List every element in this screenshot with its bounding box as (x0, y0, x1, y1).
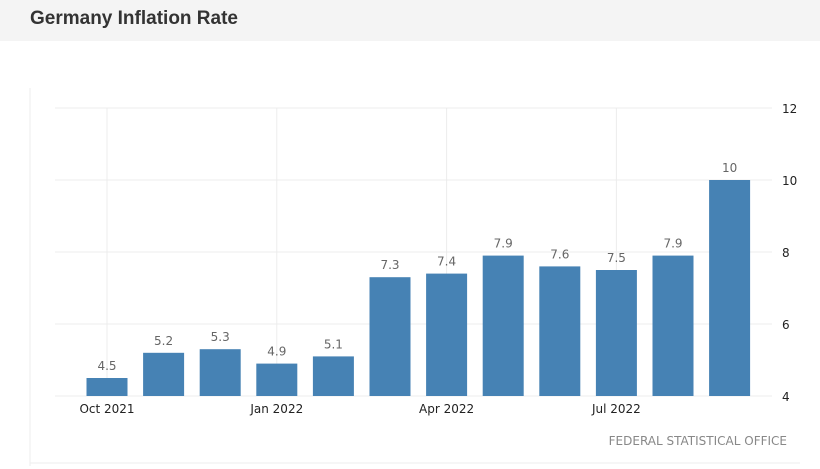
x-tick-label: Jan 2022 (249, 402, 303, 416)
bar (482, 255, 524, 396)
bar (369, 277, 411, 396)
data-label: 7.9 (494, 237, 513, 251)
bar (652, 255, 694, 396)
y-tick-label: 12 (782, 102, 797, 116)
bar (539, 266, 581, 396)
bar (143, 352, 185, 396)
bar (199, 349, 241, 396)
source-label: FEDERAL STATISTICAL OFFICE (608, 434, 787, 448)
data-label: 4.9 (267, 345, 286, 359)
data-label: 7.3 (380, 258, 399, 272)
bar (86, 378, 128, 396)
bar (595, 270, 637, 396)
data-label: 5.1 (324, 337, 343, 351)
data-label: 10 (722, 161, 737, 175)
data-label: 7.9 (663, 237, 682, 251)
data-label: 7.5 (607, 251, 626, 265)
x-tick-label: Oct 2021 (79, 402, 134, 416)
bar (426, 273, 468, 396)
y-tick-label: 4 (782, 390, 790, 404)
y-tick-label: 6 (782, 318, 790, 332)
y-tick-label: 10 (782, 174, 797, 188)
bar (709, 180, 751, 396)
header: Germany Inflation Rate (0, 0, 820, 41)
data-label: 5.2 (154, 334, 173, 348)
data-label: 4.5 (97, 359, 116, 373)
y-tick-label: 8 (782, 246, 790, 260)
data-label: 7.6 (550, 247, 569, 261)
data-label: 5.3 (211, 330, 230, 344)
page-title: Germany Inflation Rate (30, 8, 238, 29)
x-tick-label: Jul 2022 (591, 402, 641, 416)
bar (312, 356, 354, 396)
data-label: 7.4 (437, 255, 456, 269)
x-tick-label: Apr 2022 (419, 402, 474, 416)
bar (256, 363, 298, 396)
